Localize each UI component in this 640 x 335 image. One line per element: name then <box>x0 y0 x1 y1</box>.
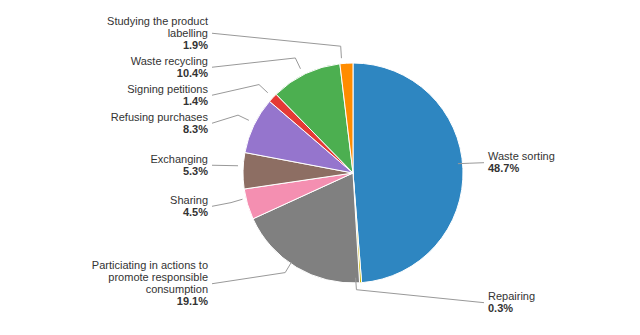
svg-text:Repairing0.3%: Repairing0.3% <box>488 290 535 314</box>
svg-text:Refusing purchases8.3%: Refusing purchases8.3% <box>111 111 209 135</box>
svg-text:Waste sorting48.7%: Waste sorting48.7% <box>488 150 555 174</box>
svg-text:Waste recycling10.4%: Waste recycling10.4% <box>131 55 208 79</box>
svg-text:Signing petitions1.4%: Signing petitions1.4% <box>127 83 208 107</box>
svg-text:Particiating in actions toprom: Particiating in actions topromote respon… <box>92 259 208 307</box>
svg-text:Studying the productlabelling1: Studying the productlabelling1.9% <box>107 15 208 51</box>
svg-text:Sharing4.5%: Sharing4.5% <box>170 194 208 218</box>
svg-text:Exchanging5.3%: Exchanging5.3% <box>151 153 209 177</box>
